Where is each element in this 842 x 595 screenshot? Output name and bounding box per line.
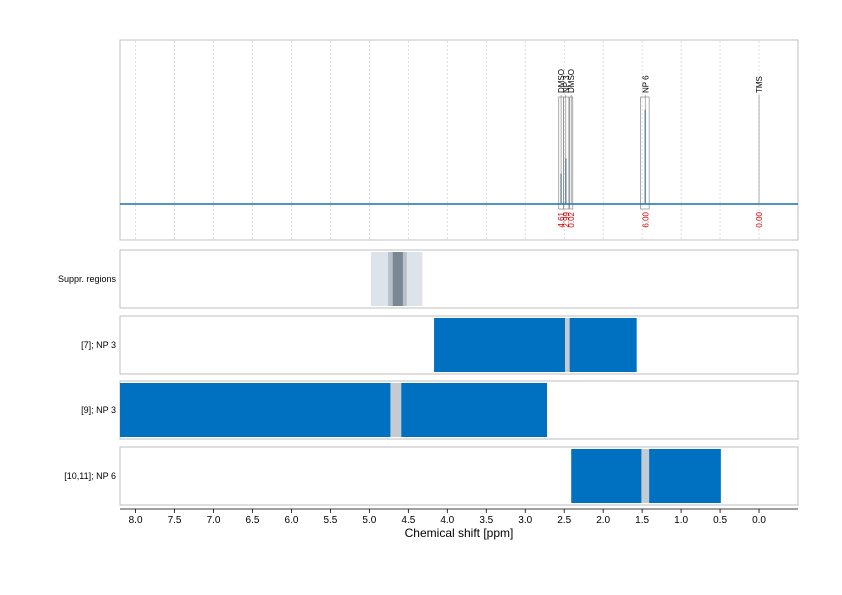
spectrum-panel [119,39,799,241]
x-tick-label-5: 5.5 [323,515,337,526]
integral-label-4: 0.00 [755,211,764,227]
x-tick-label-0: 8.0 [129,515,143,526]
x-tick-label-8: 4.0 [440,515,454,526]
integral-label-1: 2.99 [562,211,571,227]
peak-label-4: TMS [755,76,764,93]
peak-label-2: DMSO [567,69,576,93]
x-tick-label-7: 4.5 [401,515,415,526]
panel-label-np6: [10,11]; NP 6 [64,471,116,481]
x-tick-label-12: 2.0 [596,515,610,526]
x-tick-label-10: 3.0 [518,515,532,526]
x-tick-label-2: 7.0 [207,515,221,526]
x-tick-label-14: 1.0 [674,515,688,526]
region-bar-1 [434,318,637,372]
regions-layer [120,252,721,503]
x-tick-label-6: 5.0 [362,515,376,526]
integral-label-2: 0.02 [567,211,576,227]
x-tick-label-1: 7.5 [168,515,182,526]
region-panel-np3-7 [119,315,799,375]
spectrum-layer: DMSO 4.61 NP 3 2.99 DMSO 0.02 NP 6 6.00 TMS 0.00 [120,69,798,228]
x-tick-label-15: 0.5 [713,515,727,526]
x-tick-label-13: 1.5 [635,515,649,526]
peak-box-1 [563,96,570,210]
grid-layer [135,41,760,239]
x-tick-label-3: 6.5 [246,515,260,526]
x-tick-label-11: 2.5 [557,515,571,526]
x-axis-ticks: 8.0 7.5 7.0 6.5 6.0 5.5 5.0 4.5 4.0 3.5 3.0 2.5 2.0 1… [129,509,766,526]
region-gap-2 [390,383,402,437]
peak-label-3: NP 6 [641,75,650,93]
x-tick-label-16: 0.0 [752,515,766,526]
region-gap-1 [564,318,570,372]
integral-label-3: 6.00 [641,211,650,227]
region-gap-3 [641,449,650,503]
peak-box-3 [640,96,650,210]
region-panel-np6 [119,446,799,506]
x-axis-label: Chemical shift [ppm] [405,526,514,540]
region-bar-2 [120,383,548,437]
peak-label-1: NP 3 [562,75,571,93]
x-tick-label-4: 6.0 [284,515,298,526]
panel-label-suppr: Suppr. regions [58,274,117,284]
panel-label-np3-7: [7]; NP 3 [81,340,116,350]
peak-label-0: DMSO [557,69,566,93]
x-tick-label-9: 3.5 [479,515,493,526]
suppr-regions-panel [119,249,799,309]
integral-label-0: 4.61 [557,211,566,227]
panel-label-np3-9: [9]; NP 3 [81,405,116,415]
suppr-region-inner [392,252,403,306]
